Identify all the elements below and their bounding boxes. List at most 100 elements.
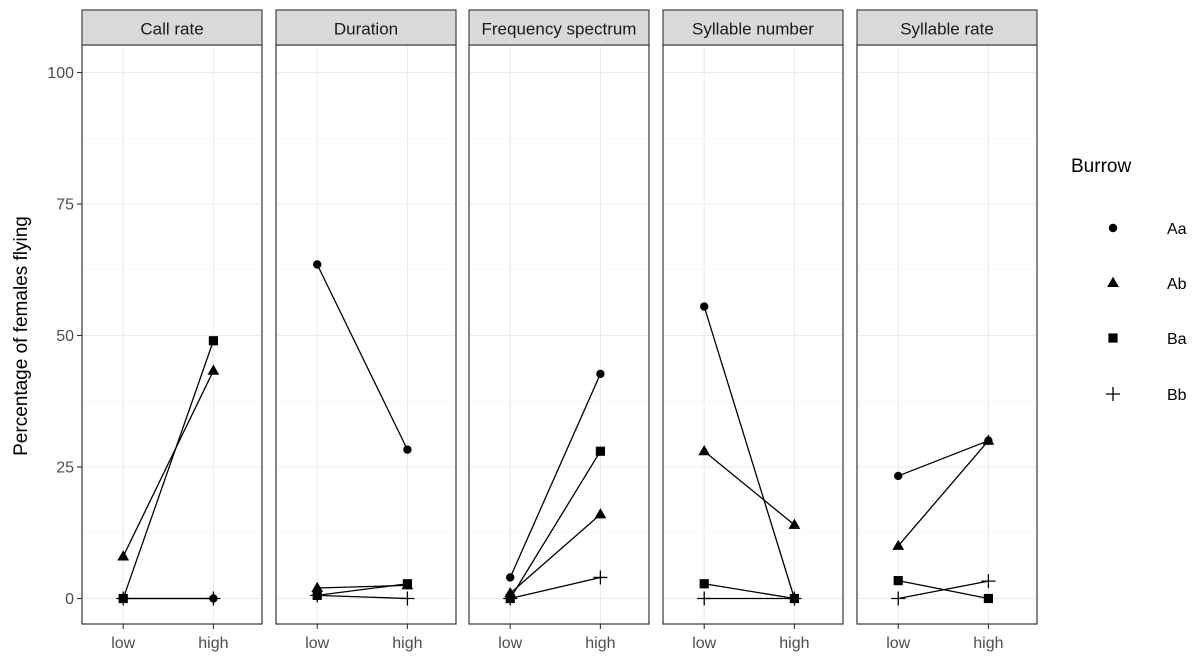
panel-background (856, 44, 1038, 625)
data-point-ba (699, 579, 709, 589)
x-tick-label: high (585, 635, 615, 652)
series-line-aa (703, 306, 796, 599)
data-point-bb (116, 591, 131, 606)
series-line-ab (703, 450, 795, 526)
series-line-aa (316, 264, 408, 450)
data-point-bb (206, 591, 221, 606)
data-point-bb (310, 588, 325, 603)
panel-frequency-spectrum: Frequency spectrum low high (468, 9, 650, 652)
data-point-ba (595, 446, 605, 456)
data-point-ab (982, 434, 995, 445)
series-line-ab (897, 440, 989, 547)
series-line-bb (317, 594, 408, 600)
series-points (503, 369, 608, 606)
facet-strip-label: Syllable number (692, 20, 814, 39)
legend-label: Ab (1167, 276, 1187, 293)
facet-strip (275, 9, 457, 46)
y-tick-label: 75 (56, 197, 74, 214)
x-tick-label: high (779, 635, 809, 652)
panel-background (81, 44, 263, 625)
data-point-ab (892, 539, 905, 550)
facet-strip (856, 9, 1038, 46)
panel-background (662, 44, 844, 625)
series-line-ab (122, 370, 214, 557)
facet-strip-label: Call rate (140, 20, 203, 39)
data-point-ba (893, 576, 903, 586)
series-line-aa (897, 440, 989, 477)
data-point-ab (698, 445, 711, 456)
facet-strip (468, 9, 650, 46)
legend-label: Ba (1167, 331, 1187, 348)
y-tick-label: 50 (56, 328, 74, 345)
x-tick-label: high (198, 635, 228, 652)
y-tick-label: 25 (56, 460, 74, 477)
y-tick-label: 100 (47, 65, 74, 82)
legend-key-square (1108, 333, 1118, 343)
legend-item-ba: Ba (1108, 331, 1187, 348)
series-lines (897, 440, 989, 600)
y-tick-label: 0 (65, 591, 74, 608)
x-tick-label: high (973, 635, 1003, 652)
legend-label: Bb (1167, 387, 1187, 404)
data-point-aa (506, 573, 515, 582)
x-tick-label: low (111, 635, 135, 652)
legend: Burrow Aa Ab Ba Bb (1071, 156, 1187, 404)
series-points (891, 434, 996, 606)
data-point-aa (596, 369, 605, 379)
x-tick-label: high (392, 635, 422, 652)
facet-strip (662, 9, 844, 46)
data-point-ba (208, 336, 218, 346)
panel-background (275, 44, 457, 625)
x-tick-label: low (305, 635, 329, 652)
x-tick-label: low (692, 635, 716, 652)
data-point-ab (117, 550, 130, 561)
series-line-ab (509, 513, 601, 594)
legend-title: Burrow (1071, 156, 1131, 177)
series-line-ba (509, 450, 601, 599)
series-line-ba (122, 340, 215, 599)
data-point-bb (697, 591, 712, 606)
data-point-bb (981, 574, 996, 589)
data-point-aa (403, 445, 412, 454)
data-point-ab (788, 518, 801, 529)
series-line-bb (898, 580, 989, 600)
data-point-aa (894, 471, 903, 481)
data-point-aa (700, 302, 709, 311)
series-line-bb (510, 576, 601, 600)
series-line-ba (704, 583, 795, 600)
panel-background (468, 44, 650, 625)
series-lines (122, 340, 215, 600)
data-point-bb (503, 591, 518, 606)
legend-key-circle (1108, 223, 1118, 233)
series-line-ba (317, 583, 408, 596)
y-axis: 0 25 50 75 100 (47, 65, 82, 608)
data-point-aa (313, 260, 322, 269)
panel-syllable-number: Syllable number low high (662, 9, 844, 652)
series-points (697, 302, 802, 606)
facet-strip-label: Syllable rate (900, 20, 994, 39)
series-line-aa (509, 373, 601, 578)
legend-key-triangle (1107, 276, 1119, 288)
legend-label: Aa (1167, 221, 1187, 238)
series-points (310, 260, 415, 606)
x-tick-label: low (498, 635, 522, 652)
x-tick-label: low (886, 635, 910, 652)
data-point-ab (594, 508, 607, 519)
series-lines (703, 306, 796, 600)
series-lines (509, 373, 601, 600)
series-lines (316, 264, 408, 600)
panel-syllable-rate: Syllable rate low high (856, 9, 1038, 652)
facet-strip-label: Frequency spectrum (482, 20, 637, 39)
data-point-bb (891, 591, 906, 606)
data-point-ab (207, 364, 220, 375)
data-point-ba (983, 593, 993, 604)
data-point-bb (787, 591, 802, 606)
data-point-ab (311, 581, 324, 593)
legend-item-ab: Ab (1107, 276, 1187, 293)
data-point-bb (400, 591, 415, 606)
series-points (116, 336, 221, 606)
legend-key-plus (1106, 387, 1120, 401)
panel-duration: Duration low high (275, 9, 457, 652)
legend-item-aa: Aa (1108, 221, 1187, 238)
